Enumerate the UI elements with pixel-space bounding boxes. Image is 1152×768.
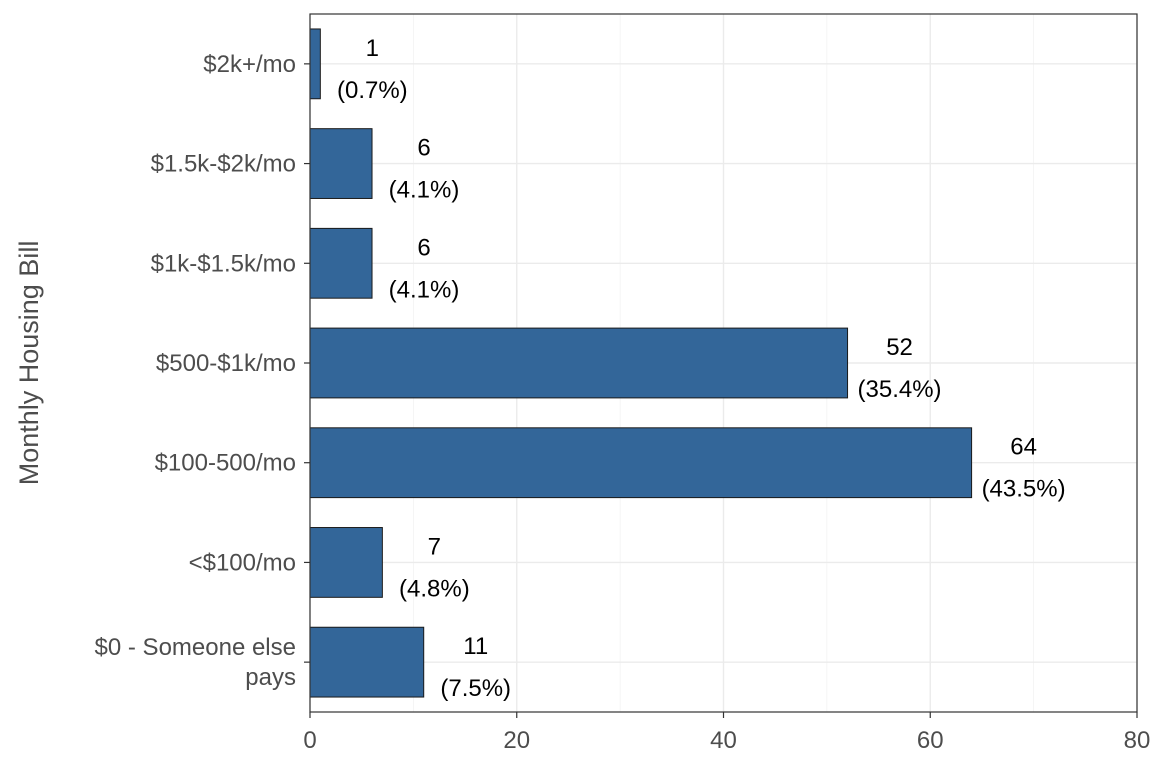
y-tick-label: $1k-$1.5k/mo [151,250,296,277]
count-label: 11 [463,633,488,660]
percent-label: (0.7%) [337,77,408,104]
y-tick-label: $2k+/mo [203,51,296,78]
bar [309,227,373,299]
bar [309,28,321,100]
percent-label: (43.5%) [982,476,1066,503]
bar [309,327,849,399]
percent-label: (4.8%) [399,575,470,602]
x-tick-label: 20 [503,727,530,754]
x-tick-label: 60 [917,727,944,754]
count-label: 6 [417,135,430,162]
y-axis-title: Monthly Housing Bill [14,241,44,486]
y-tick-label: $500-$1k/mo [156,350,296,377]
count-label: 64 [1010,434,1037,461]
percent-label: (4.1%) [389,276,460,303]
y-tick-label: $1.5k-$2k/mo [151,151,296,178]
x-tick-label: 40 [710,727,737,754]
bar [309,626,425,698]
percent-label: (7.5%) [440,675,511,702]
bar [309,427,973,499]
percent-label: (4.1%) [389,177,460,204]
y-tick-label: $100-500/mo [155,450,296,477]
count-label: 6 [417,234,430,261]
y-tick-label: $0 - Someone else pays [95,634,296,691]
x-tick-label: 0 [303,727,316,754]
percent-label: (35.4%) [858,376,942,403]
axes: $2k+/mo $1.5k-$2k/mo $1k-$1.5k/mo $500-$1k/… [95,51,1151,754]
count-label: 7 [428,533,441,560]
count-label: 1 [366,35,379,62]
bars [309,28,973,698]
x-tick-label: 80 [1124,727,1151,754]
bar [309,527,383,598]
y-tick-label: <$100/mo [189,549,296,576]
count-label: 52 [886,334,913,361]
data-labels: 1 (0.7%) 6 (4.1%) 6 (4.1%) 52 (35.4%) 64 (43.5%) 7… [337,35,1066,702]
bar [309,128,373,199]
